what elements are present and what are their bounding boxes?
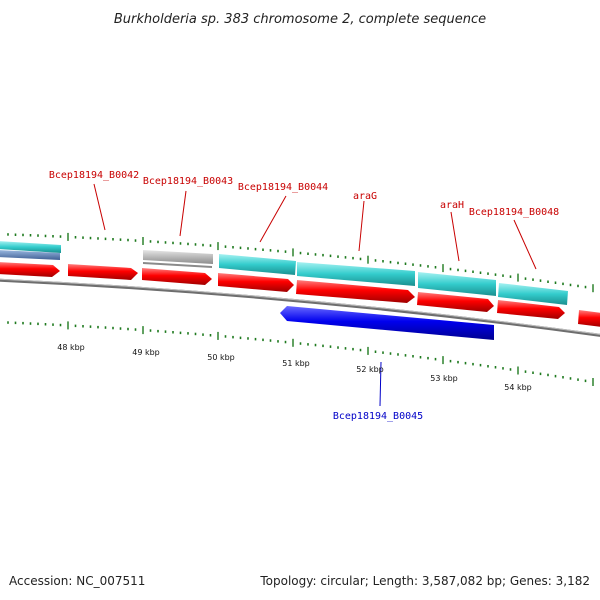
cds-arrow-b0042[interactable] bbox=[68, 264, 138, 280]
feature-cyan-b0048[interactable] bbox=[498, 283, 568, 305]
cds-arrow-left[interactable] bbox=[0, 262, 60, 277]
forward-cds-track bbox=[0, 262, 600, 327]
gene-label-arah[interactable]: araH bbox=[440, 200, 464, 211]
kbp-label: 48 kbp bbox=[57, 343, 85, 352]
lower-tick-row bbox=[7, 321, 594, 386]
feature-grey-b0043[interactable] bbox=[143, 250, 213, 264]
upper-tick-row bbox=[7, 232, 594, 293]
kbp-label: 54 kbp bbox=[504, 383, 532, 392]
cds-arrow-right[interactable] bbox=[578, 310, 600, 327]
map-title: Burkholderia sp. 383 chromosome 2, compl… bbox=[114, 12, 486, 27]
feature-slate-left[interactable] bbox=[0, 250, 60, 260]
feature-cyan-arag[interactable] bbox=[297, 262, 415, 286]
gene-label-b0042[interactable]: Bcep18194_B0042 bbox=[49, 170, 139, 181]
kbp-label: 50 kbp bbox=[207, 353, 235, 362]
label-leaders bbox=[93, 183, 537, 270]
kbp-label: 53 kbp bbox=[430, 374, 458, 383]
gene-label-b0044[interactable]: Bcep18194_B0044 bbox=[238, 182, 328, 193]
kbp-scale: 48 kbp 49 kbp 50 kbp 51 kbp 52 kbp 53 kb… bbox=[57, 343, 532, 392]
cds-arrow-arag[interactable] bbox=[296, 280, 415, 303]
accession-text: Accession: NC_007511 bbox=[9, 574, 146, 588]
cds-arrow-b0043[interactable] bbox=[142, 268, 212, 285]
genome-summary-text: Topology: circular; Length: 3,587,082 bp… bbox=[260, 574, 590, 588]
sequence-backbone bbox=[0, 278, 600, 337]
feature-cyan-left[interactable] bbox=[0, 241, 61, 253]
cds-arrow-b0044[interactable] bbox=[218, 273, 294, 292]
gene-label-arag[interactable]: araG bbox=[353, 191, 377, 202]
feature-track bbox=[0, 241, 568, 305]
feature-cyan-arah[interactable] bbox=[418, 272, 496, 296]
cds-arrow-b0045[interactable] bbox=[280, 306, 494, 340]
gene-label-b0043[interactable]: Bcep18194_B0043 bbox=[143, 176, 233, 187]
feature-grey-b0043-strip bbox=[143, 262, 212, 268]
gene-label-b0048[interactable]: Bcep18194_B0048 bbox=[469, 207, 559, 218]
cds-arrow-b0048[interactable] bbox=[497, 300, 565, 319]
gene-label-b0045[interactable]: Bcep18194_B0045 bbox=[333, 411, 423, 422]
feature-cyan-b0044[interactable] bbox=[219, 254, 296, 275]
cds-arrow-arah[interactable] bbox=[417, 292, 494, 312]
kbp-label: 51 kbp bbox=[282, 359, 310, 368]
label-leader-b0045 bbox=[379, 361, 382, 407]
kbp-label: 49 kbp bbox=[132, 348, 160, 357]
kbp-label: 52 kbp bbox=[356, 365, 384, 374]
